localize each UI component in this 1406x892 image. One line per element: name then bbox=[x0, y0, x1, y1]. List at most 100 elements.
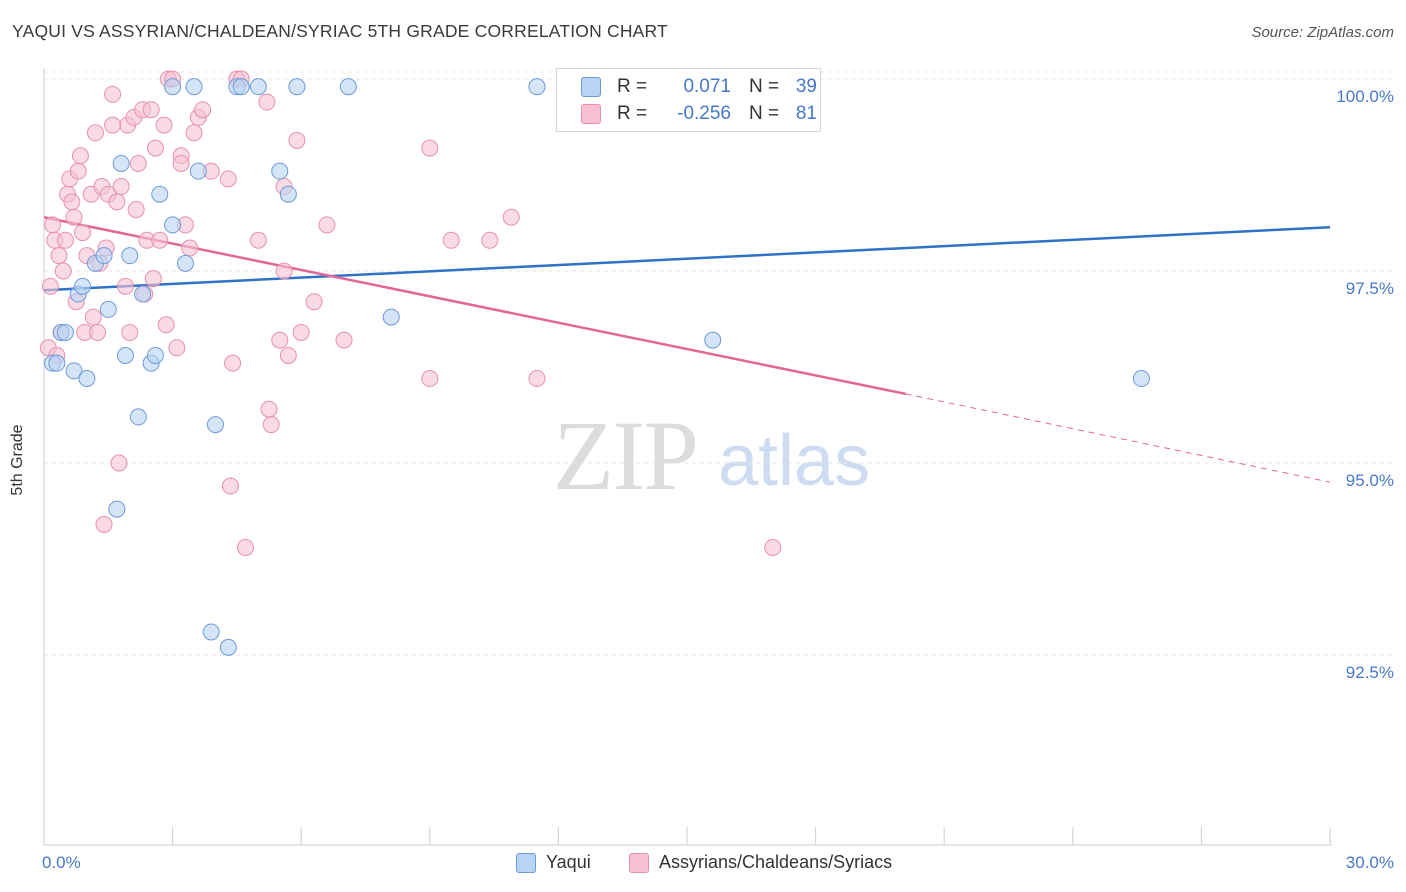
assyrian-point bbox=[104, 85, 122, 103]
assyrian-point bbox=[442, 231, 460, 249]
yaqui-point bbox=[339, 78, 357, 96]
yaqui-point bbox=[164, 216, 182, 234]
yaqui-point bbox=[164, 78, 182, 96]
yaqui-point bbox=[151, 185, 169, 203]
assyrian-point bbox=[221, 477, 239, 495]
assyrian-point bbox=[236, 538, 254, 556]
grid-lines bbox=[44, 71, 1392, 656]
yaqui-point bbox=[202, 623, 220, 641]
assyrian-point bbox=[258, 93, 276, 111]
r-value: 0.071 bbox=[683, 76, 731, 97]
yaqui-point bbox=[206, 416, 224, 434]
yaqui-point bbox=[74, 277, 92, 295]
assyrian-point bbox=[185, 124, 203, 142]
yaqui-point bbox=[129, 408, 147, 426]
assyrian-point bbox=[288, 131, 306, 149]
yaqui-point bbox=[382, 308, 400, 326]
yaqui-point bbox=[528, 78, 546, 96]
yaqui-point bbox=[78, 370, 96, 388]
assyrian-point bbox=[71, 147, 89, 165]
n-label: N = bbox=[749, 103, 780, 124]
yaqui-point bbox=[134, 285, 152, 303]
yaqui-point bbox=[219, 638, 237, 656]
yaqui-point bbox=[249, 78, 267, 96]
n-label: N = bbox=[749, 76, 780, 97]
yaqui-point bbox=[116, 346, 134, 364]
yaqui-point bbox=[112, 154, 130, 172]
x-tick-label-min: 0.0% bbox=[42, 853, 81, 872]
assyrian-point bbox=[421, 139, 439, 157]
assyrian-point bbox=[104, 116, 122, 134]
assyrian-point bbox=[44, 216, 62, 234]
legend-item-yaqui[interactable]: Yaqui bbox=[516, 852, 591, 873]
assyrian-point bbox=[110, 454, 128, 472]
assyrian-trend-extension bbox=[905, 393, 1331, 483]
assyrian-point bbox=[41, 277, 59, 295]
assyrian-point bbox=[108, 193, 126, 211]
yaqui-point bbox=[189, 162, 207, 180]
yaqui-point bbox=[146, 346, 164, 364]
assyrian-point bbox=[262, 416, 280, 434]
r-label: R = bbox=[617, 76, 648, 97]
legend-label: Yaqui bbox=[546, 852, 591, 872]
assyrian-point bbox=[271, 331, 289, 349]
legend-label: Assyrians/Chaldeans/Syriacs bbox=[659, 852, 893, 872]
yaqui-point bbox=[99, 300, 117, 318]
assyrian-point bbox=[56, 231, 74, 249]
y-tick-label: 97.5% bbox=[1345, 279, 1394, 298]
assyrian-point bbox=[127, 201, 145, 219]
yaqui-point bbox=[65, 362, 83, 380]
assyrian-point bbox=[181, 239, 199, 257]
yaqui-point bbox=[176, 254, 194, 272]
assyrian-point bbox=[502, 208, 520, 226]
stats-row-yaqui: R = 0.071 N = 39 bbox=[581, 74, 817, 100]
yaqui-point bbox=[271, 162, 289, 180]
legend-item-assyrian[interactable]: Assyrians/Chaldeans/Syriacs bbox=[629, 852, 892, 873]
assyrian-swatch bbox=[581, 104, 601, 124]
assyrian-point bbox=[54, 262, 72, 280]
assyrian-point bbox=[224, 354, 242, 372]
yaqui-point bbox=[279, 185, 297, 203]
yaqui-point bbox=[288, 78, 306, 96]
watermark-atlas: atlas bbox=[718, 421, 871, 501]
y-tick-label: 92.5% bbox=[1345, 663, 1394, 682]
assyrian-point bbox=[305, 293, 323, 311]
assyrian-point bbox=[142, 101, 160, 119]
x-tick-label-max: 30.0% bbox=[1345, 853, 1394, 872]
n-value: 81 bbox=[795, 103, 817, 124]
assyrian-point bbox=[95, 515, 113, 533]
n-value: 39 bbox=[795, 76, 817, 97]
data-points bbox=[39, 70, 1150, 656]
assyrian-point bbox=[89, 323, 107, 341]
y-tick-label: 95.0% bbox=[1345, 471, 1394, 490]
assyrian-point bbox=[155, 116, 173, 134]
assyrian-swatch bbox=[629, 852, 649, 873]
assyrian-point bbox=[335, 331, 353, 349]
assyrian-point bbox=[157, 316, 175, 334]
assyrian-point bbox=[764, 538, 782, 556]
assyrian-point bbox=[318, 216, 336, 234]
yaqui-point bbox=[48, 354, 66, 372]
r-value: -0.256 bbox=[677, 103, 731, 124]
assyrian-point bbox=[168, 339, 186, 357]
assyrian-trend-line bbox=[43, 216, 906, 396]
assyrian-point bbox=[129, 154, 147, 172]
chart-title: YAQUI VS ASSYRIAN/CHALDEAN/SYRIAC 5TH GR… bbox=[12, 21, 668, 41]
assyrian-point bbox=[194, 101, 212, 119]
assyrian-point bbox=[172, 154, 190, 172]
source-label: Source: ZipAtlas.com bbox=[1251, 24, 1394, 41]
assyrian-point bbox=[69, 162, 87, 180]
yaqui-point bbox=[108, 500, 126, 518]
yaqui-swatch bbox=[516, 852, 536, 873]
assyrian-point bbox=[292, 323, 310, 341]
assyrian-point bbox=[65, 208, 83, 226]
yaqui-point bbox=[232, 78, 250, 96]
r-label: R = bbox=[617, 103, 648, 124]
assyrian-point bbox=[528, 370, 546, 388]
assyrian-point bbox=[151, 231, 169, 249]
stats-row-assyrian: R = -0.256 N = 81 bbox=[581, 101, 817, 127]
assyrian-point bbox=[144, 270, 162, 288]
assyrian-point bbox=[481, 231, 499, 249]
yaqui-trend-line bbox=[43, 225, 1331, 292]
